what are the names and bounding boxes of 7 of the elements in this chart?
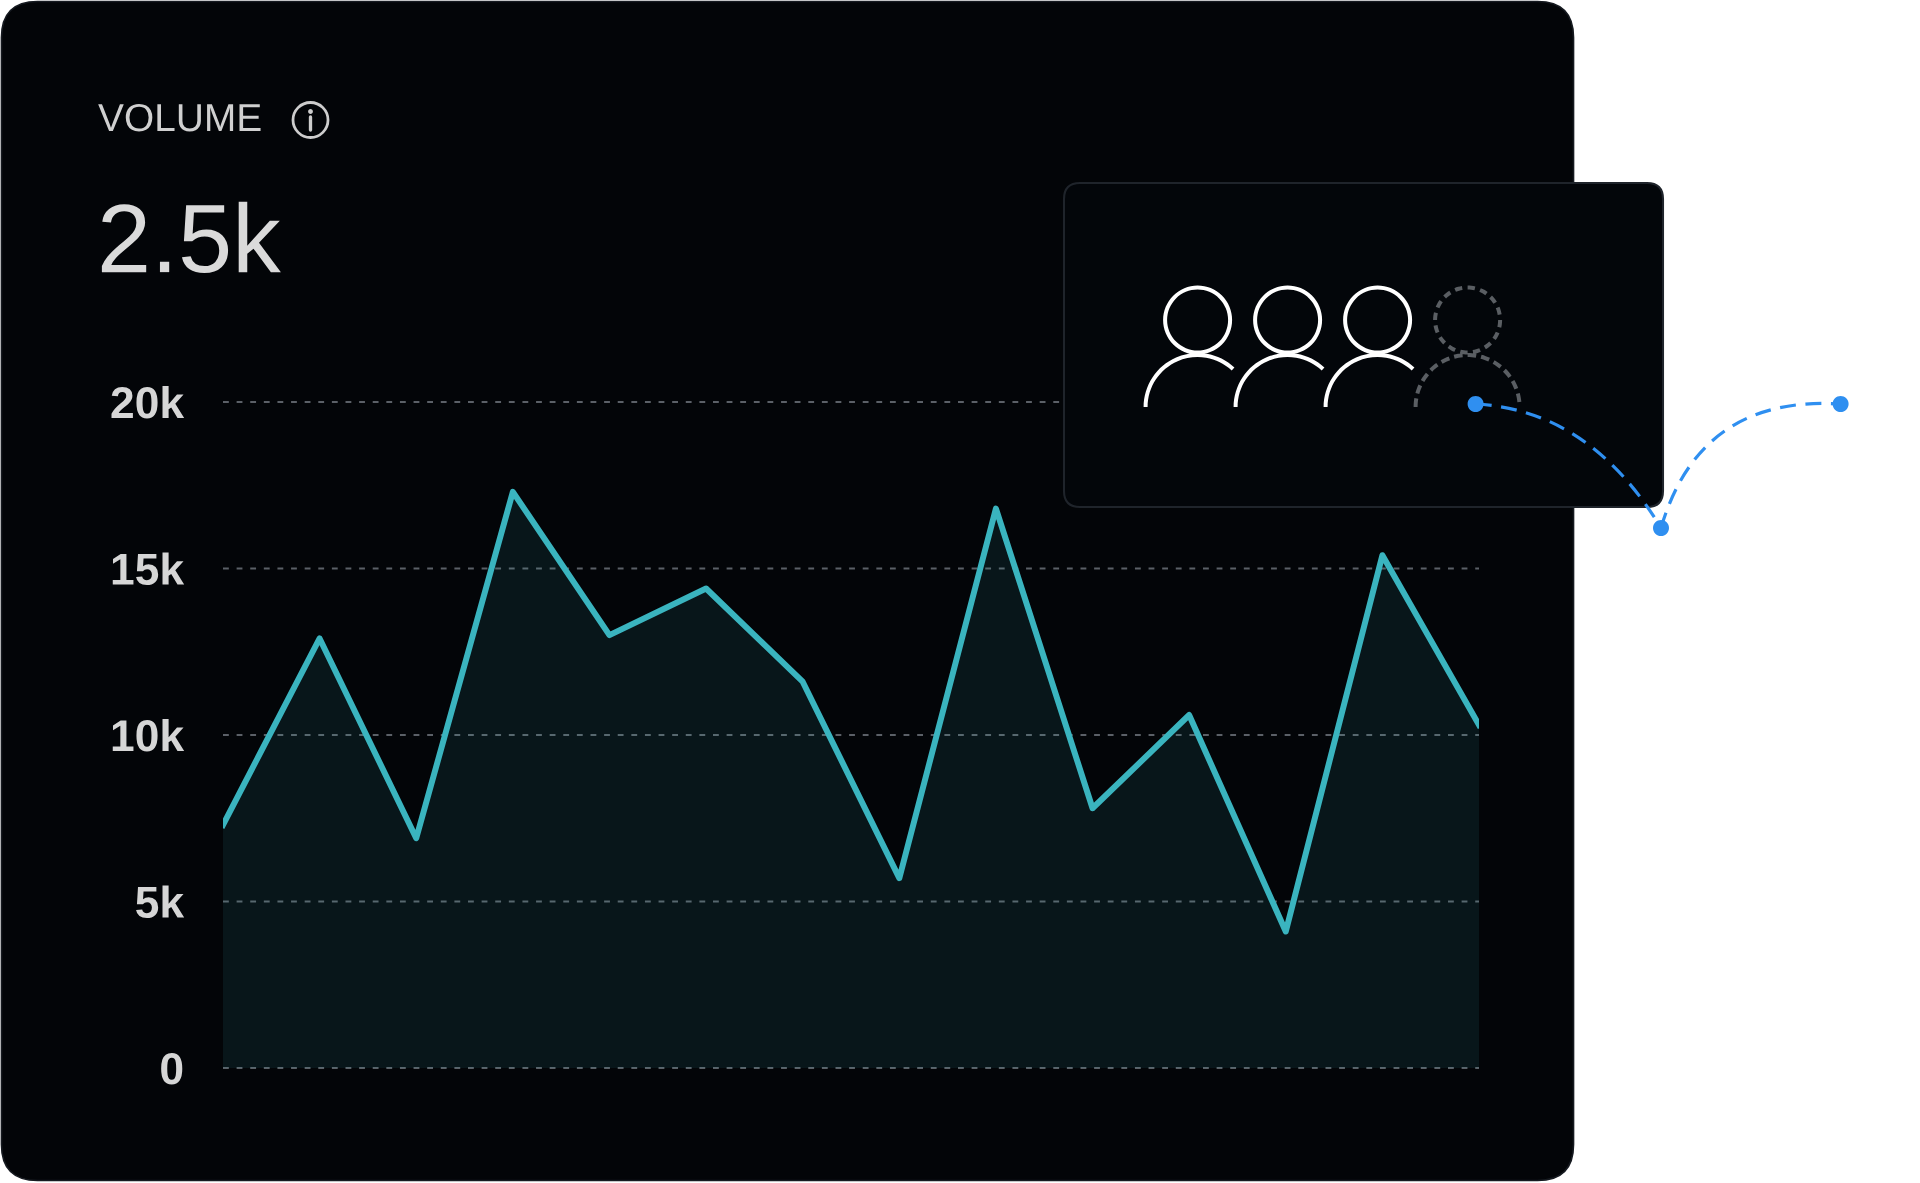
y-tick-label: 10k [112,718,185,752]
y-tick-label: 0 [161,1053,183,1085]
y-tick-label: 20k [111,385,185,419]
y-tick-label: 5k [136,885,185,919]
chart-title: VOLUME [98,103,261,132]
y-tick-label: 15k [112,552,185,586]
chart-subtitle: 2.5k [101,201,281,274]
